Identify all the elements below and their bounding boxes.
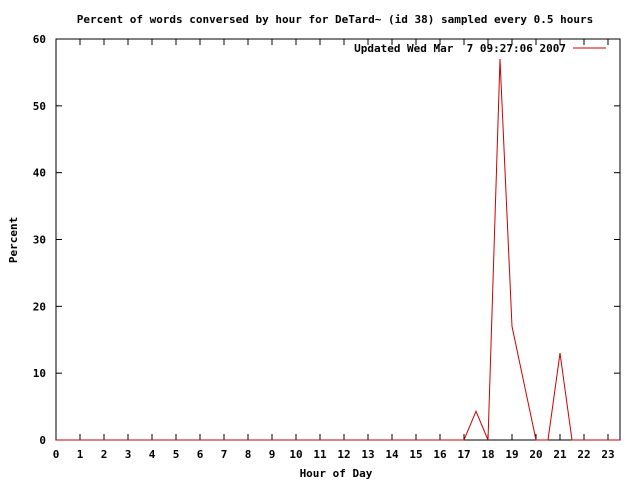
y-axis: 0 10 20 30 40 50 60: [33, 33, 620, 447]
x-tick-label: 5: [173, 448, 180, 461]
x-tick-label: 4: [149, 448, 156, 461]
y-tick-label: 60: [33, 33, 46, 46]
y-tick-label: 0: [39, 434, 46, 447]
x-tick-label: 12: [337, 448, 350, 461]
x-tick-label: 11: [313, 448, 327, 461]
x-tick-label: 2: [101, 448, 108, 461]
plot-area: [55, 38, 621, 441]
x-tick-label: 15: [409, 448, 422, 461]
y-tick-label: 20: [33, 300, 46, 313]
x-tick-label: 20: [529, 448, 542, 461]
y-axis-label: Percent: [7, 217, 20, 263]
x-tick-label: 6: [197, 448, 204, 461]
x-tick-label: 17: [457, 448, 470, 461]
y-tick-label: 40: [33, 167, 46, 180]
x-tick-label: 7: [221, 448, 228, 461]
x-tick-label: 10: [289, 448, 302, 461]
x-tick-label: 1: [77, 448, 84, 461]
legend-label: Updated Wed Mar 7 09:27:06 2007: [354, 42, 566, 55]
x-tick-label: 14: [385, 448, 399, 461]
y-tick-label: 30: [33, 234, 46, 247]
x-tick-label: 19: [505, 448, 518, 461]
x-tick-label: 22: [577, 448, 590, 461]
x-tick-label: 23: [601, 448, 614, 461]
x-tick-label: 16: [433, 448, 447, 461]
y-tick-label: 10: [33, 367, 46, 380]
legend: Updated Wed Mar 7 09:27:06 2007: [354, 42, 606, 55]
x-tick-label: 3: [125, 448, 132, 461]
x-axis-label: Hour of Day: [300, 467, 373, 480]
x-tick-label: 8: [245, 448, 252, 461]
chart-title: Percent of words conversed by hour for D…: [77, 13, 594, 26]
series-line: [56, 59, 620, 441]
series-layer: [56, 59, 620, 441]
y-tick-label: 50: [33, 100, 46, 113]
x-axis: 0 1 2 3 4 5 6 7 8 9 10 11 12 13 14 15 16 17 18 19 20 21 22 23: [53, 39, 615, 461]
x-tick-label: 9: [269, 448, 276, 461]
x-tick-label: 21: [553, 448, 567, 461]
x-tick-label: 0: [53, 448, 60, 461]
x-tick-label: 18: [481, 448, 494, 461]
x-tick-label: 13: [361, 448, 374, 461]
